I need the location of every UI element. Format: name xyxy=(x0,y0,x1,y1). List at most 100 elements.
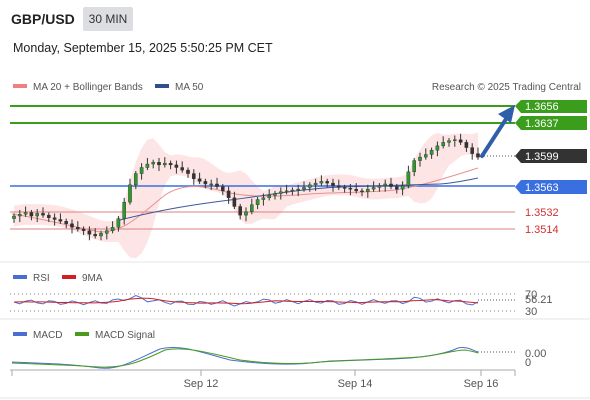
candle-body xyxy=(406,171,411,186)
level-text-1-3599: 1.3599 xyxy=(525,151,559,163)
candle-body xyxy=(302,187,306,190)
candle-body xyxy=(174,164,179,168)
candle-body xyxy=(197,178,202,182)
price-labels: 1.3656 1.3637 1.3599 1.3563 1.3532 1.351… xyxy=(515,100,587,236)
x-label-sep14: Sep 14 xyxy=(338,378,373,390)
candle-body xyxy=(52,217,57,220)
candle-body xyxy=(418,156,422,161)
bb-legend-label: MA 20 + Bollinger Bands xyxy=(33,82,143,93)
candle-body xyxy=(47,214,51,218)
chart-header: GBP/USD 30 MIN xyxy=(0,0,590,36)
rsi-axis-30: 30 xyxy=(525,306,537,318)
candle-body xyxy=(87,230,92,235)
candle-body xyxy=(400,185,405,190)
macd-axis-zero: 0 xyxy=(525,357,531,369)
macd-legend-label: MACD xyxy=(33,330,62,341)
candle-body xyxy=(191,173,196,179)
candle-body xyxy=(383,183,388,186)
macd-panel: MACD MACD Signal 0.00 0 xyxy=(11,330,546,369)
rsi-legend-label: RSI xyxy=(33,273,50,284)
rsi-panel: RSI 9MA 70 56.21 30 xyxy=(10,273,553,318)
candle-body xyxy=(389,183,393,187)
timestamp: Monday, September 15, 2025 5:50:25 PM CE… xyxy=(13,41,273,55)
candle-body xyxy=(453,139,457,141)
level-text-1-3637: 1.3637 xyxy=(525,118,559,130)
candle-body xyxy=(64,221,68,225)
candle-body xyxy=(458,139,463,143)
candle-body xyxy=(429,149,434,155)
candle-body xyxy=(441,142,446,147)
candle-body xyxy=(128,184,132,203)
candle-body xyxy=(464,142,469,148)
signal-legend-label: MACD Signal xyxy=(95,330,155,341)
candle-body xyxy=(168,162,173,166)
credit-text: Research © 2025 Trading Central xyxy=(432,82,581,93)
candle-body xyxy=(424,154,428,158)
candle-body xyxy=(81,228,86,231)
level-text-1-3656: 1.3656 xyxy=(525,101,559,113)
candle-body xyxy=(447,140,451,143)
level-box-1-3637: 1.3637 xyxy=(515,116,587,130)
rsi-value: 56.21 xyxy=(525,294,553,306)
candle-body xyxy=(284,190,289,193)
level-box-1-3656: 1.3656 xyxy=(515,100,587,113)
candle-body xyxy=(360,190,364,193)
candle-body xyxy=(319,181,324,184)
candle-body xyxy=(244,211,248,216)
level-text-1-3563: 1.3563 xyxy=(525,182,559,194)
level-box-1-3599: 1.3599 xyxy=(515,149,587,163)
candle-body xyxy=(209,183,214,186)
level-lines xyxy=(10,105,515,230)
candle-body xyxy=(255,199,260,205)
timeframe-badge[interactable]: 30 MIN xyxy=(83,7,133,31)
candle-body xyxy=(395,186,399,190)
candle-body xyxy=(308,184,312,188)
candle-body xyxy=(215,183,219,187)
projection-arrow[interactable] xyxy=(480,105,515,158)
candle-body xyxy=(412,160,417,173)
candle-body xyxy=(470,147,475,154)
level-text-1-3514: 1.3514 xyxy=(525,224,559,236)
candle-body xyxy=(151,162,156,165)
candle-body xyxy=(139,167,144,174)
rsi-ma-legend-label: 9MA xyxy=(82,273,103,284)
candle-body xyxy=(273,193,277,196)
macd-legend-swatch xyxy=(13,332,27,336)
candle-body xyxy=(331,182,335,186)
candle-body xyxy=(12,215,16,219)
rsi-axis-70: 70 xyxy=(525,289,537,301)
candle-body xyxy=(342,187,347,189)
x-axis: Sep 12 Sep 14 Sep 16 xyxy=(11,370,516,390)
candle-body xyxy=(435,145,440,151)
candle-body xyxy=(186,169,190,174)
candle-body xyxy=(290,189,295,192)
candle-body xyxy=(99,233,103,237)
macd-line xyxy=(11,346,479,369)
candle-body xyxy=(313,182,318,186)
candle-body xyxy=(261,197,266,200)
candle-body xyxy=(226,190,231,199)
candle-body xyxy=(110,227,115,231)
candlestick-series xyxy=(12,133,480,241)
candle-body xyxy=(238,206,243,216)
candle-body xyxy=(220,186,225,192)
main-legend: MA 20 + Bollinger Bands MA 50 Research ©… xyxy=(13,82,581,93)
rsi-legend-swatch xyxy=(13,275,27,279)
candle-body xyxy=(249,204,254,212)
bb-legend-swatch xyxy=(13,84,27,88)
candle-body xyxy=(377,185,382,188)
candle-body xyxy=(29,212,34,217)
candle-body xyxy=(476,153,480,158)
level-text-1-3532: 1.3532 xyxy=(525,207,559,219)
candle-body xyxy=(348,188,353,190)
candle-body xyxy=(93,233,97,237)
candle-body xyxy=(23,212,28,215)
ma50-legend-label: MA 50 xyxy=(175,82,204,93)
ma50-legend-swatch xyxy=(155,84,169,88)
rsi-ma-line xyxy=(13,297,479,305)
candle-body xyxy=(104,230,109,234)
candle-body xyxy=(70,223,74,228)
candle-body xyxy=(371,187,376,190)
candle-body xyxy=(122,201,126,219)
